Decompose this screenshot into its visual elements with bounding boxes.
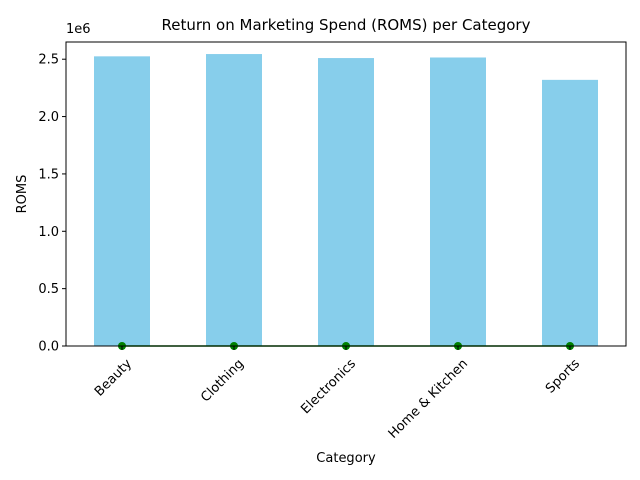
x-tick-label: Clothing [198,356,247,405]
bar-sports [542,79,598,347]
x-tick-label: Home & Kitchen [386,356,471,441]
bars-group [94,54,598,347]
x-axis-label: Category [316,451,376,466]
y-tick-label: 2.0 [38,110,59,125]
bar-home-kitchen [430,57,486,347]
x-tick-label: Sports [543,356,583,396]
bar-beauty [94,56,150,346]
y-axis-label: ROMS [15,175,30,214]
y-axis-offset-label: 1e6 [66,22,91,37]
y-tick-label: 0.5 [38,282,59,297]
x-axis: Beauty Clothing Electronics Home & Kitchen S… [92,346,583,442]
chart-title: Return on Marketing Spend (ROMS) per Cat… [162,16,531,34]
x-tick-label: Electronics [298,356,359,417]
x-tick-label: Beauty [92,356,135,399]
bar-electronics [318,58,374,347]
y-tick-label: 0.0 [38,340,59,355]
y-tick-label: 1.5 [38,167,59,182]
y-tick-label: 2.5 [38,53,59,68]
bar-clothing [206,54,262,346]
y-tick-label: 1.0 [38,225,59,240]
y-axis: 0.0 0.5 1.0 1.5 2.0 2.5 [38,53,66,355]
